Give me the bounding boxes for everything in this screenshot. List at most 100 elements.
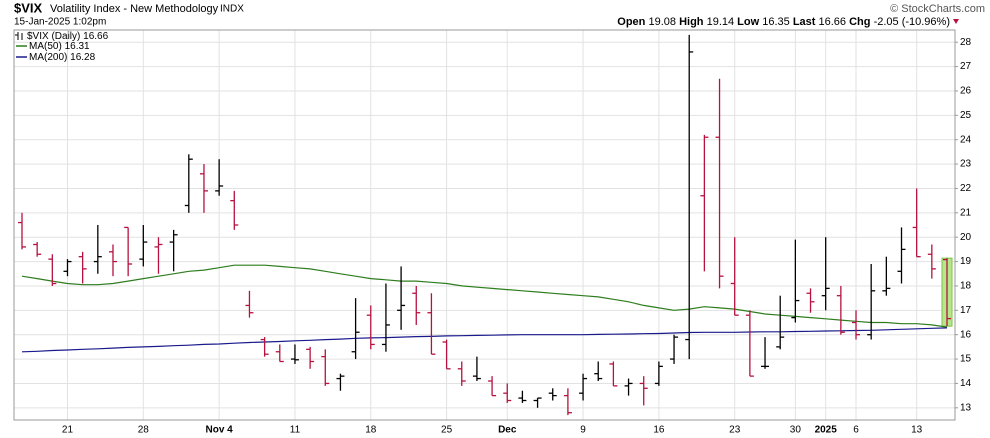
legend-price: $VIX (Daily) 16.66 [27, 31, 109, 42]
credit: © StockCharts.com [890, 3, 985, 15]
ohlc-bar [321, 349, 330, 386]
ohlc-bar [169, 229, 178, 272]
ohlc-bar [154, 237, 163, 274]
ohlc-bar [776, 295, 785, 350]
legend-name: MA(50) [29, 41, 62, 52]
ohlc-bar [548, 388, 557, 401]
x-tick-label: 6 [853, 425, 859, 436]
ohlc-bar [260, 337, 269, 357]
ohlc-bar [912, 188, 921, 258]
ohlc-bar [897, 227, 906, 284]
ohlc-bar [943, 258, 951, 327]
ohlc-bar [836, 285, 845, 335]
y-tick-label: 28 [960, 37, 972, 48]
x-tick-label: 2025 [815, 425, 838, 436]
ohlc-bar [867, 264, 876, 340]
quote-label: Low [737, 16, 759, 28]
exchange: INDX [220, 4, 244, 15]
ohlc-bar [624, 378, 633, 396]
legend-value: 16.28 [70, 52, 95, 63]
ma-line [21, 264, 948, 328]
x-tick-label: 23 [729, 425, 741, 436]
ohlc-bar [654, 361, 663, 386]
ohlc-bar [63, 259, 72, 277]
date: 15-Jan-2025 1:02pm [14, 17, 106, 28]
ohlc-bar [412, 285, 421, 325]
x-tick-label: Dec [498, 425, 517, 436]
legend-name: MA(200) [29, 52, 67, 63]
ohlc-bar [381, 283, 390, 352]
x-tick-label: Nov 4 [206, 425, 234, 436]
quote-value: 16.35 [762, 16, 790, 28]
ohlc-bar [852, 310, 861, 340]
x-tick-label: 21 [62, 425, 74, 436]
ohlc-bar [821, 237, 830, 311]
y-tick-label: 17 [960, 305, 972, 316]
ohlc-bar [215, 159, 224, 196]
ohlc-bar [139, 225, 148, 267]
x-tick-label: 9 [580, 425, 586, 436]
down-arrow [953, 19, 959, 24]
ohlc-bar [336, 373, 345, 391]
quote-value: 16.66 [819, 16, 847, 28]
y-tick-label: 27 [960, 61, 972, 72]
quote-value: 19.08 [648, 16, 676, 28]
plot-frame [13, 29, 956, 421]
ohlc-bar [927, 244, 936, 279]
ohlc-bar [245, 290, 254, 318]
ohlc-bar [275, 344, 284, 363]
ohlc-bar [715, 78, 724, 289]
ohlc-bar [184, 154, 193, 213]
ohlc-bar [199, 164, 208, 213]
ohlc-bar [124, 226, 133, 277]
ohlc-bar [108, 244, 117, 277]
ohlc-bar [563, 388, 572, 416]
quote-value: 19.14 [707, 16, 735, 28]
y-tick-label: 19 [960, 256, 972, 267]
ohlc-bar [93, 225, 102, 274]
legend-ma50: MA(50) 16.31 [29, 41, 90, 52]
ohlc-bar [48, 254, 57, 286]
ohlc-bar [761, 337, 770, 369]
ohlc-bar [806, 288, 815, 313]
x-tick-label: 16 [653, 425, 665, 436]
y-tick-label: 26 [960, 86, 972, 97]
ohlc-bar [78, 251, 87, 284]
ohlc-bar [518, 390, 527, 403]
y-tick-label: 24 [960, 134, 972, 145]
x-tick-label: 11 [290, 425, 301, 436]
ohlc-bar [397, 266, 406, 330]
quote-value: -2.05 (-10.96%) [874, 16, 950, 28]
ohlc-bar [533, 397, 542, 408]
x-tick-label: 25 [441, 425, 453, 436]
symbol: $VIX [14, 0, 43, 15]
ohlc-bar [366, 305, 375, 350]
ohlc-bar [351, 298, 360, 360]
x-tick-label: 30 [790, 425, 802, 436]
legend-value: 16.31 [65, 41, 90, 52]
quote-label: Last [793, 16, 816, 28]
ohlc-bar [457, 361, 466, 386]
subtitle: Volatility Index - New Methodology [50, 3, 219, 15]
quote-label: Chg [849, 16, 870, 28]
ohlc-bar [685, 34, 694, 360]
ohlc-bar [579, 373, 588, 401]
quote-label: Open [617, 16, 645, 28]
ohlc-bar [442, 339, 451, 370]
ohlc-bar [427, 293, 436, 355]
x-tick-label: 13 [911, 425, 923, 436]
ma-line [21, 327, 948, 353]
ohlc-bar [609, 361, 618, 387]
legend-value: 16.66 [83, 31, 108, 42]
y-tick-label: 13 [960, 402, 972, 413]
y-tick-label: 20 [960, 232, 972, 243]
y-tick-label: 23 [960, 159, 972, 170]
ohlc-bar [503, 383, 512, 403]
ohlc-bar [791, 239, 800, 323]
ohlc-bar [745, 310, 754, 377]
ohlc-bar [670, 334, 679, 364]
y-tick-label: 14 [960, 378, 972, 389]
ohlc-bar [33, 242, 42, 257]
ohlc-bar [230, 190, 239, 230]
x-tick-label: 18 [365, 425, 377, 436]
